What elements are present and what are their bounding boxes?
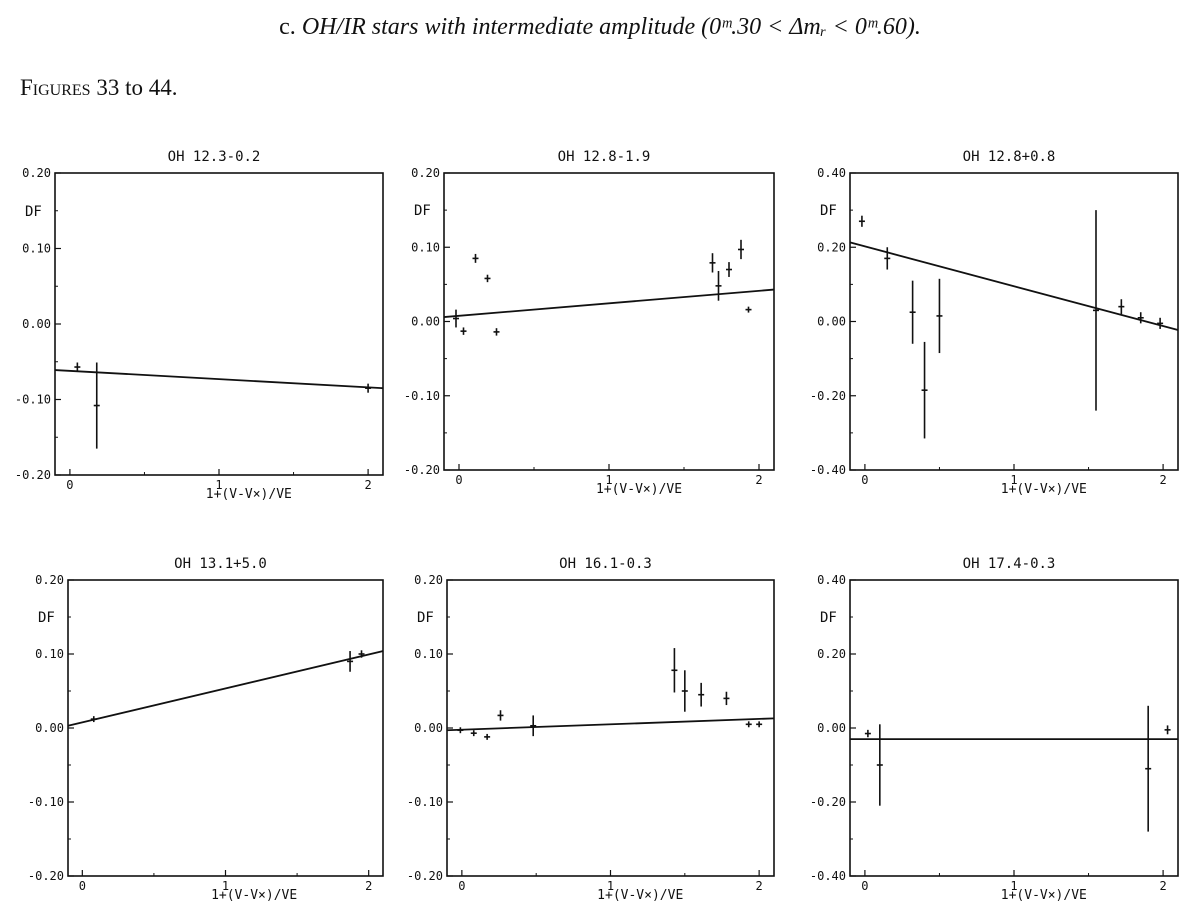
x-tick-label: 1 [1010, 473, 1017, 487]
chart-title: OH 12.8-1.9 [558, 149, 651, 165]
fit-line [849, 241, 1179, 331]
y-tick-label: -0.20 [15, 468, 51, 482]
x-tick-label: 2 [1159, 879, 1166, 893]
x-axis-label: 1+(V-V×)/VE [596, 482, 682, 497]
chart-panel-3: OH 12.8+0.8 0.40 0.20 0.00 -0.20 -0.40 DF 0 1 2 1+… [810, 149, 1179, 497]
y-axis-label: DF [820, 610, 837, 626]
plot-frame [443, 172, 775, 471]
y-axis-label: DF [38, 610, 55, 626]
y-tick-label: 0.00 [22, 317, 51, 331]
y-tick-label: 0.10 [414, 647, 443, 661]
y-tick-label: 0.00 [414, 721, 443, 735]
y-tick-label: -0.20 [810, 795, 846, 809]
x-tick-label: 0 [455, 473, 462, 487]
section-letter: c. [279, 14, 296, 40]
y-tick-label: -0.10 [407, 795, 443, 809]
y-tick-label: -0.20 [407, 869, 443, 883]
figures-word: Figures [20, 75, 91, 100]
fit-line [67, 650, 384, 727]
section-heading: c. OH/IR stars with intermediate amplitu… [0, 14, 1200, 41]
x-tick-label: 0 [79, 879, 86, 893]
fit-line [443, 288, 775, 318]
y-tick-label: 0.10 [22, 242, 51, 256]
x-tick-label: 2 [364, 478, 371, 492]
y-tick-label: 0.20 [817, 647, 846, 661]
x-tick-label: 0 [458, 879, 465, 893]
x-tick-label: 1 [215, 478, 222, 492]
y-tick-label: 0.40 [817, 573, 846, 587]
x-axis-label: 1+(V-V×)/VE [1001, 482, 1087, 497]
chart-panel-4: OH 13.1+5.0 0.20 0.10 0.00 -0.10 -0.20 DF 0 1 2 1+… [28, 556, 384, 903]
chart-title: OH 12.3-0.2 [168, 149, 261, 165]
y-axis-label: DF [820, 203, 837, 219]
x-tick-label: 0 [861, 473, 868, 487]
y-tick-label: 0.20 [22, 166, 51, 180]
y-tick-label: -0.10 [15, 393, 51, 407]
y-tick-label: -0.10 [28, 795, 64, 809]
figures-range: 33 to 44. [96, 75, 178, 100]
plot-frame [849, 172, 1179, 471]
x-axis-label: 1+(V-V×)/VE [206, 487, 292, 502]
chart-title: OH 17.4-0.3 [963, 556, 1056, 572]
y-tick-label: 0.00 [817, 315, 846, 329]
x-tick-label: 2 [365, 879, 372, 893]
y-axis-label: DF [414, 203, 431, 219]
y-tick-label: -0.40 [810, 463, 846, 477]
y-tick-label: 0.20 [411, 166, 440, 180]
y-tick-label: 0.00 [817, 721, 846, 735]
y-tick-label: 0.10 [411, 240, 440, 254]
fit-line [54, 369, 384, 390]
x-tick-label: 1 [607, 879, 614, 893]
y-tick-label: -0.20 [810, 389, 846, 403]
y-tick-label: -0.40 [810, 869, 846, 883]
chart-title: OH 16.1-0.3 [559, 556, 652, 572]
y-tick-label: 0.00 [35, 721, 64, 735]
y-tick-label: 0.00 [411, 315, 440, 329]
y-tick-label: 0.40 [817, 166, 846, 180]
y-axis-label: DF [417, 610, 434, 626]
figures-label: Figures 33 to 44. [20, 75, 177, 101]
x-tick-label: 0 [66, 478, 73, 492]
x-axis-label: 1+(V-V×)/VE [211, 888, 297, 903]
chart-panel-6: OH 17.4-0.3 0.40 0.20 0.00 -0.20 -0.40 DF 0 1 2 1+… [810, 556, 1179, 903]
y-axis-label: DF [25, 204, 42, 220]
y-tick-label: 0.20 [414, 573, 443, 587]
x-tick-label: 1 [605, 473, 612, 487]
fit-line [446, 717, 775, 732]
chart-panel-5: OH 16.1-0.3 0.20 0.10 0.00 -0.10 -0.20 DF 0 1 2 1+… [407, 556, 775, 903]
chart-title: OH 13.1+5.0 [174, 556, 267, 572]
x-tick-label: 1 [222, 879, 229, 893]
chart-panel-1: OH 12.3-0.2 0.20 0.10 0.00 -0.10 -0.20 DF 0 1 2 1+… [15, 149, 384, 502]
x-axis-label: 1+(V-V×)/VE [597, 888, 683, 903]
section-title: OH/IR stars with intermediate amplitude … [301, 14, 921, 40]
x-tick-label: 2 [1159, 473, 1166, 487]
y-tick-label: -0.20 [404, 463, 440, 477]
plot-frame [849, 579, 1179, 877]
x-tick-label: 2 [756, 879, 763, 893]
x-tick-label: 1 [1010, 879, 1017, 893]
y-tick-label: 0.20 [35, 573, 64, 587]
chart-title: OH 12.8+0.8 [963, 149, 1056, 165]
x-tick-label: 0 [861, 879, 868, 893]
chart-panel-2: OH 12.8-1.9 0.20 0.10 0.00 -0.10 -0.20 DF 0 1 2 1+… [404, 149, 775, 497]
y-tick-label: 0.20 [817, 240, 846, 254]
x-tick-label: 2 [755, 473, 762, 487]
y-tick-label: -0.20 [28, 869, 64, 883]
x-axis-label: 1+(V-V×)/VE [1001, 888, 1087, 903]
plot-frame [54, 172, 384, 476]
plot-frame [67, 579, 384, 877]
y-tick-label: -0.10 [404, 389, 440, 403]
y-tick-label: 0.10 [35, 647, 64, 661]
